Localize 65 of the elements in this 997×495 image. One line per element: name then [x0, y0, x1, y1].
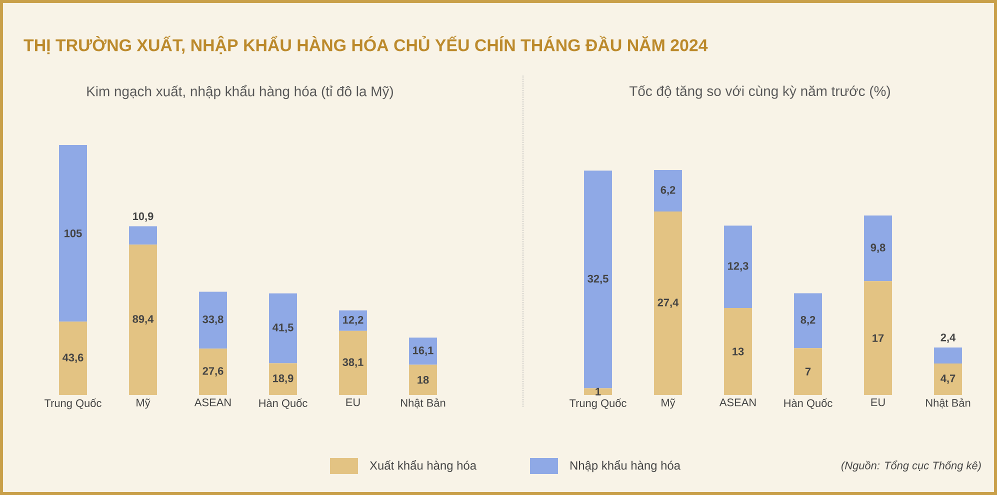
data-label: 1 — [596, 388, 601, 396]
x-tick-label: EU — [871, 398, 885, 406]
bar — [794, 348, 822, 395]
data-label: 6,2 — [660, 186, 676, 196]
x-tick-label: Hàn Quốc — [259, 398, 308, 410]
data-label: 32,5 — [588, 274, 608, 284]
bar — [199, 292, 227, 349]
x-tick-label: Hàn Quốc — [784, 398, 832, 410]
data-label: 8,2 — [800, 316, 816, 326]
bar — [129, 226, 157, 245]
x-tick-label: Nhật Bản — [401, 398, 446, 408]
data-label: 27,4 — [658, 298, 679, 308]
data-label: 2,4 — [940, 334, 956, 343]
text: (Nguồn: Tổng cục Thống kê) — [841, 460, 981, 472]
x-tick-label: EU — [346, 398, 360, 406]
bar — [584, 388, 612, 395]
data-label: 13 — [732, 348, 744, 356]
bar — [794, 293, 822, 348]
chart-subtitle: Kim ngạch xuất, nhập khẩu hàng hóa (tỉ đô la Mỹ) — [87, 84, 393, 100]
bar — [654, 170, 682, 212]
bar — [409, 364, 438, 395]
legend-label: Nhập khẩu hàng hóa — [570, 460, 680, 472]
x-tick-label: Trung Quốc — [570, 398, 626, 410]
data-label: 4,7 — [940, 374, 956, 384]
bar — [724, 226, 752, 308]
chart-subtitle: Tốc độ tăng so với cùng kỳ năm trước (%) — [629, 85, 890, 99]
data-label: 9,8 — [870, 244, 886, 254]
bar — [199, 348, 227, 395]
x-tick-label: Nhật Bản — [926, 398, 970, 408]
data-label: 27,6 — [202, 367, 224, 376]
bar — [269, 363, 298, 395]
bar — [269, 293, 298, 364]
legend-label: Xuất khẩu hàng hóa — [370, 460, 477, 472]
bar — [409, 338, 438, 365]
data-label: 10,9 — [133, 212, 154, 222]
data-label: 12,3 — [728, 262, 748, 272]
data-label: 16,1 — [413, 346, 434, 356]
bar — [59, 322, 87, 395]
bar — [864, 216, 892, 282]
bar — [934, 364, 962, 395]
bar — [934, 347, 962, 364]
bar — [654, 212, 682, 395]
data-label: 17 — [872, 334, 884, 342]
data-label: 43,6 — [62, 354, 84, 364]
bar — [584, 170, 612, 388]
data-label: 18,9 — [273, 374, 294, 384]
data-label: 41,5 — [272, 324, 294, 333]
data-label: 12,2 — [343, 316, 364, 326]
bar — [864, 281, 892, 395]
data-label: 7 — [805, 368, 811, 376]
x-tick-label: Mỹ — [662, 398, 676, 409]
data-label: 105 — [64, 229, 82, 238]
bar — [724, 308, 752, 395]
x-tick-label: Trung Quốc — [44, 398, 102, 410]
x-tick-label: Mỹ — [136, 398, 150, 409]
data-label: 18 — [418, 376, 429, 384]
bar — [339, 330, 368, 395]
x-tick-label: ASEAN — [194, 398, 231, 406]
data-label: 33,8 — [202, 315, 224, 325]
data-label: 38,1 — [342, 358, 364, 368]
x-tick-label: ASEAN — [719, 398, 756, 406]
data-label: 89,4 — [132, 315, 154, 324]
bar — [129, 244, 157, 395]
bar — [59, 144, 87, 322]
chart-title: THỊ TRƯỜNG XUẤT, NHẬP KHẨU HÀNG HÓA CHỦ YẾU CHÍN THÁNG ĐẦU NĂM 2024 — [24, 36, 708, 54]
